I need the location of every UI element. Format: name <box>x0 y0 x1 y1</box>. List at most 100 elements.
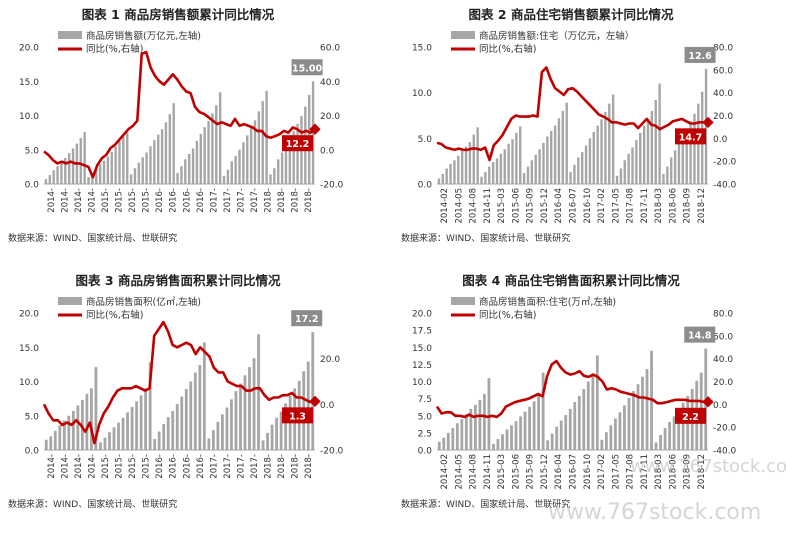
bar <box>522 173 526 184</box>
bar <box>141 157 144 184</box>
bar <box>618 412 622 450</box>
x-tick-label: 2016- <box>169 188 179 213</box>
bar <box>496 439 500 450</box>
bar <box>704 68 708 184</box>
bar <box>176 173 179 184</box>
bar <box>198 365 202 450</box>
x-tick-label: 2016-07 <box>569 454 579 490</box>
bar <box>559 420 563 450</box>
x-tick-label: 2014-08 <box>469 188 479 224</box>
bar <box>277 159 280 184</box>
bar <box>564 415 568 450</box>
x-tick-label: 2014- <box>87 454 97 479</box>
bar <box>242 142 245 184</box>
x-tick-label: 2018-06 <box>668 454 678 490</box>
bar <box>534 154 537 184</box>
bar <box>501 434 504 450</box>
bar <box>483 393 486 450</box>
bar <box>608 103 611 184</box>
bar <box>441 173 445 184</box>
x-tick-label: 2018-03 <box>654 454 664 490</box>
bar <box>49 436 53 450</box>
chart-title: 图表 1 商品房销售额累计同比情况 <box>82 7 275 22</box>
bar <box>225 407 229 450</box>
x-tick-label: 2015-12 <box>540 188 550 224</box>
x-tick-label: 2014- <box>60 454 70 479</box>
line-end-marker <box>309 395 321 408</box>
bar <box>650 110 654 184</box>
x-tick-label: 2015-03 <box>497 188 507 224</box>
legend-bar-swatch <box>58 31 82 39</box>
bar <box>48 175 52 184</box>
x-tick-label: 2014-08 <box>469 454 479 490</box>
bar <box>445 168 448 184</box>
x-tick-label: 2015-06 <box>511 454 521 490</box>
bar <box>681 135 685 184</box>
bar <box>157 431 161 450</box>
bar <box>103 437 107 450</box>
bar <box>663 428 667 450</box>
x-tick-label: 2016- <box>196 188 206 213</box>
bar <box>532 401 536 450</box>
line-callout-label: 2.2 <box>682 412 699 423</box>
left-axis-tick-label: 15.0 <box>412 44 432 54</box>
bar <box>550 131 553 184</box>
bar <box>641 376 644 450</box>
bar <box>627 397 631 450</box>
bar <box>184 159 187 184</box>
x-tick-label: 2015-09 <box>526 188 536 224</box>
bar <box>222 175 226 184</box>
x-tick-label: 2017-11 <box>640 454 650 490</box>
bar <box>145 152 148 184</box>
x-tick-label: 2017-05 <box>611 454 621 490</box>
x-tick-label: 2015- <box>101 454 111 479</box>
bar <box>446 432 450 450</box>
bar <box>207 120 210 184</box>
right-axis-tick-label: 40.0 <box>713 355 733 365</box>
x-tick-label: 2014- <box>87 188 97 213</box>
legend-bar-label: 商品房销售面积:住宅(万㎡,左轴) <box>479 296 616 308</box>
bar <box>261 440 265 450</box>
bar <box>627 153 630 184</box>
bar <box>615 175 619 184</box>
x-tick-label: 2016-07 <box>569 188 579 224</box>
x-tick-label: 2016-10 <box>583 454 593 490</box>
bar <box>172 103 175 184</box>
bar <box>662 173 665 184</box>
bar <box>95 168 98 184</box>
bar <box>654 99 657 184</box>
bar <box>658 83 661 184</box>
bar <box>292 131 295 184</box>
x-tick-label: 2018- <box>277 454 287 479</box>
bar <box>631 147 634 184</box>
bar <box>122 136 125 184</box>
x-tick-label: 2015- <box>142 188 152 213</box>
bar <box>249 127 253 184</box>
bar <box>600 119 603 184</box>
bar <box>464 146 468 184</box>
bar <box>80 399 84 450</box>
bar <box>526 166 530 184</box>
x-tick-label: 2014-05 <box>454 454 464 490</box>
bar <box>600 439 604 450</box>
bar <box>238 149 241 184</box>
bar <box>553 125 557 184</box>
chart-panel-2: 图表 2 商品住宅销售额累计同比情况 商品房销售额:住宅（万亿元，左轴） 同比(%,… <box>393 0 786 266</box>
bar <box>437 441 441 450</box>
series-line <box>43 50 316 179</box>
bar <box>234 155 237 184</box>
bar <box>503 149 506 184</box>
bar <box>230 161 233 184</box>
bar <box>568 408 572 450</box>
bar <box>451 428 455 450</box>
source-note: 数据来源：WIND、国家统计局、世联研究 <box>8 498 177 510</box>
bar <box>118 141 121 184</box>
x-tick-label: 2015- <box>115 454 125 479</box>
left-axis-tick-label: 10.0 <box>412 378 432 388</box>
bar <box>437 178 441 184</box>
bar <box>226 169 230 184</box>
bar <box>184 389 188 450</box>
right-axis-tick-label: 60.0 <box>320 44 340 54</box>
bar <box>484 172 487 184</box>
